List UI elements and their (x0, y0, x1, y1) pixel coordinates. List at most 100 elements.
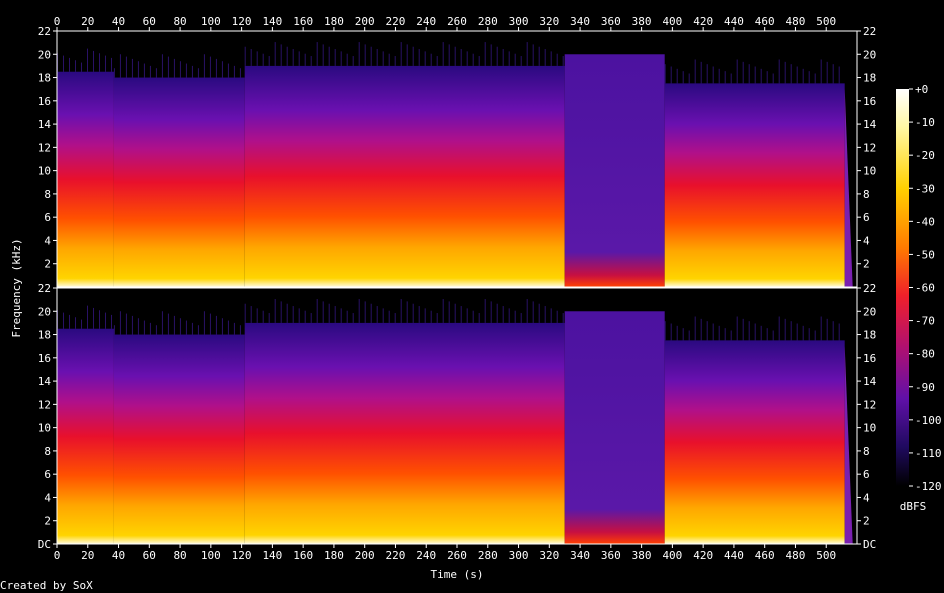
x-tick-label: 200 (355, 15, 375, 28)
hf-streak (796, 66, 798, 84)
colorbar-tick-label: -110 (915, 447, 942, 460)
segment-3 (244, 65, 565, 287)
hf-streak (814, 73, 816, 84)
hf-streak (508, 51, 510, 66)
hf-streak (173, 315, 175, 335)
y-tick-label: 12 (863, 141, 876, 154)
hf-streak (544, 306, 546, 323)
hf-streak (670, 66, 672, 84)
hf-streak (544, 49, 546, 66)
colorbar-tick-label: +0 (915, 83, 928, 96)
y-tick-label: 8 (44, 188, 51, 201)
x-tick-label: 440 (724, 15, 744, 28)
hf-streak (244, 303, 246, 323)
hf-streak (370, 46, 372, 66)
hf-streak (832, 321, 834, 341)
hf-streak (496, 46, 498, 66)
colorbar: +0 -10 -20 -30 -40 -50 -60 -70 -80 -90 -100 -110 -12… (896, 83, 942, 513)
hf-streak (784, 318, 786, 341)
hf-streak (280, 301, 282, 323)
y-tick-label: 18 (38, 329, 51, 342)
y-tick-label: 16 (863, 95, 876, 108)
x-tick-label: 240 (416, 549, 436, 562)
hf-streak (730, 330, 732, 341)
colorbar-tick-label: -90 (915, 381, 935, 394)
hf-streak (167, 56, 169, 78)
y-tick-label: 8 (863, 445, 870, 458)
hf-streak (203, 54, 205, 78)
hf-streak (304, 310, 306, 323)
x-tick-label: 260 (447, 15, 467, 28)
hf-streak (772, 330, 774, 341)
hf-streak (161, 54, 163, 78)
hf-streak (472, 53, 474, 66)
x-tick-label: 60 (143, 15, 156, 28)
x-tick-label: 320 (539, 549, 559, 562)
x-tick-label: 260 (447, 549, 467, 562)
x-tick-label: 180 (324, 15, 344, 28)
hf-streak (400, 42, 402, 66)
x-tick-label: 280 (478, 15, 498, 28)
hf-streak (712, 323, 714, 341)
hf-streak (478, 313, 480, 323)
hf-streak (262, 310, 264, 323)
hf-streak (664, 64, 666, 84)
segment-4 (564, 54, 665, 287)
hf-streak (760, 325, 762, 341)
hf-streak (197, 325, 199, 335)
hf-streak (682, 71, 684, 84)
x-tick-label: 400 (662, 549, 682, 562)
x-tick-label: 0 (54, 549, 61, 562)
hf-streak (239, 325, 241, 335)
colorbar-gradient (896, 89, 909, 486)
x-tick-label: 480 (786, 549, 806, 562)
hf-streak (442, 42, 444, 66)
hf-streak (274, 42, 276, 66)
hf-streak (233, 65, 235, 78)
colorbar-ticks: +0 -10 -20 -30 -40 -50 -60 -70 -80 -90 -100 -110 -12… (909, 83, 942, 493)
y-tick-label: 14 (38, 375, 52, 388)
y-tick-label: 10 (38, 165, 51, 178)
hf-streak (388, 53, 390, 66)
hf-streak (340, 51, 342, 66)
x-tick-label: 100 (201, 549, 221, 562)
hf-streak (346, 310, 348, 323)
hf-streak (538, 46, 540, 66)
hf-streak (412, 303, 414, 323)
hf-streak (778, 59, 780, 84)
x-tick-label: 500 (816, 15, 836, 28)
y-tick-label: 20 (38, 48, 51, 61)
y-tick-label: 6 (44, 211, 51, 224)
colorbar-tick-label: -10 (915, 116, 935, 129)
segment-3 (244, 322, 565, 544)
hf-streak (496, 303, 498, 323)
hf-streak (514, 53, 516, 66)
hf-streak (748, 321, 750, 341)
colorbar-tick-label: -40 (915, 215, 935, 228)
hf-streak (250, 306, 252, 323)
hf-streak (149, 322, 151, 335)
hf-streak (790, 64, 792, 84)
fade-tail (844, 89, 853, 287)
hf-streak (712, 66, 714, 84)
y-tick-label: DC (863, 538, 876, 551)
x-tick-label: 220 (386, 15, 406, 28)
hf-streak (406, 44, 408, 66)
hf-streak (179, 318, 181, 335)
hf-streak (137, 318, 139, 335)
x-tick-label: 380 (632, 549, 652, 562)
hf-streak (508, 308, 510, 323)
y-tick-label: 6 (863, 211, 870, 224)
x-tick-label: 280 (478, 549, 498, 562)
hf-streak (802, 325, 804, 341)
segment-4 (564, 311, 665, 544)
hf-streak (69, 314, 70, 329)
hf-streak (724, 71, 726, 84)
x-tick-label: 420 (693, 15, 713, 28)
hf-streak (718, 68, 720, 84)
hf-streak (550, 308, 552, 323)
hf-streak (556, 53, 558, 66)
hf-streak (310, 313, 312, 323)
x-tick-label: 420 (693, 549, 713, 562)
hf-streak (394, 56, 396, 66)
